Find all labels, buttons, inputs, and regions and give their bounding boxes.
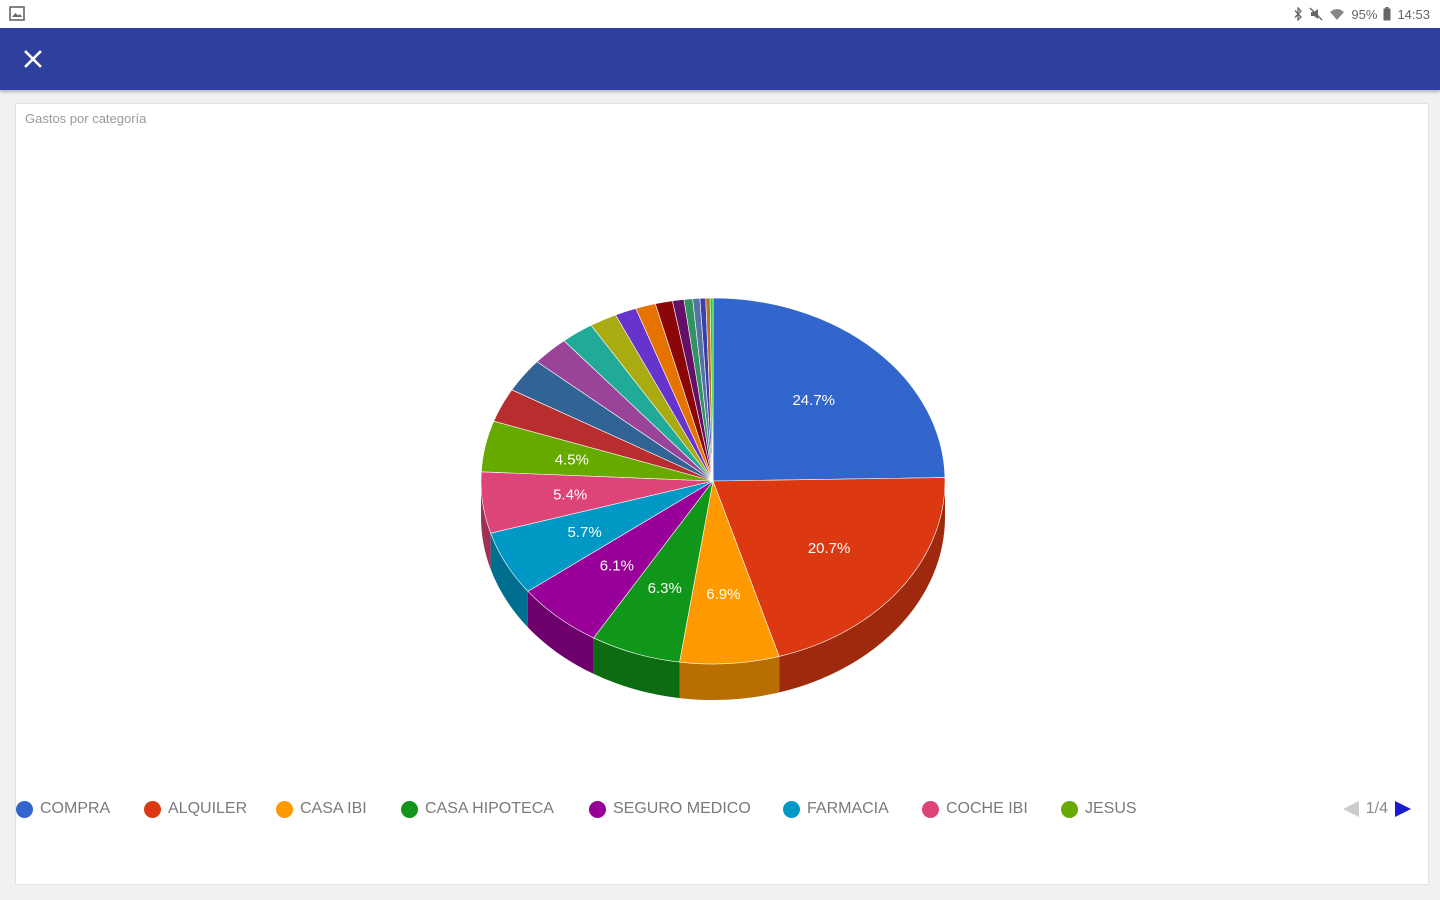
mute-icon [1309,7,1323,21]
pie-slice-side-4 [527,591,594,674]
legend-item[interactable]: CASA IBI [276,800,367,818]
pie-slice-label-3: 6.3% [648,580,682,597]
legend-item-label: COMPRA [40,800,111,817]
close-icon [24,50,42,68]
pie-side-walls [481,481,945,700]
chart-legend: COMPRA ALQUILER CASA IBI CASA HIPOTECA SEGUR… [16,800,1428,824]
pie-slice-1[interactable] [712,477,946,657]
legend-page-indicator: 1/4 [1365,800,1388,817]
close-button[interactable] [14,40,52,78]
legend-item[interactable]: COMPRA [16,800,110,818]
legend-color-dot [922,800,939,818]
pie-slice-label-0: 24.7% [792,392,835,409]
legend-item[interactable]: JESUS [1061,800,1137,818]
legend-color-dot [1061,800,1078,818]
legend-item[interactable]: ALQUILER [144,800,247,818]
legend-item-label: CASA HIPOTECA [425,800,554,817]
pie-slice-side-1 [779,481,945,693]
pie-top-faces [480,297,946,665]
pie-slice-side-2 [679,656,780,700]
legend-pager: 1/4 [1342,800,1412,818]
legend-prev-page-button[interactable] [1342,801,1360,817]
legend-color-dot [783,800,800,818]
pie-slice-label-5: 5.7% [568,524,602,541]
legend-item-label: JESUS [1085,800,1137,817]
battery-icon [1383,7,1391,21]
status-icons: 95% 14:53 [1293,5,1430,23]
pie-slice-side-3 [593,637,680,699]
pie-slice-label-2: 6.9% [706,586,740,603]
legend-item-label: SEGURO MEDICO [613,800,751,817]
pie-slice-label-4: 6.1% [600,557,634,574]
pie-slice-label-1: 20.7% [808,540,851,557]
legend-color-dot [144,800,161,818]
pie-slice-side-6 [481,481,491,570]
legend-item-label: COCHE IBI [946,800,1028,817]
chart-title: Gastos por categoría [25,111,147,126]
bluetooth-icon [1294,7,1303,21]
battery-percent: 95% [1351,6,1378,22]
legend-next-page-button[interactable] [1394,801,1412,817]
app-bar [0,28,1440,90]
legend-color-dot [16,800,33,818]
pie-slice-side-5 [490,533,528,628]
status-bar: 95% 14:53 [0,0,1440,28]
pie-chart: 24.7% 20.7% 6.9% 6.3% 6.1% 5.7% 5.4% 4.5% [480,297,946,700]
pie-slice-label-6: 5.4% [553,487,587,504]
screenshot-notification-icon [9,6,25,21]
wifi-icon [1330,8,1345,20]
legend-color-dot [589,800,606,818]
legend-item[interactable]: FARMACIA [783,800,889,818]
legend-item-label: ALQUILER [168,800,248,817]
legend-item[interactable]: SEGURO MEDICO [589,800,751,818]
legend-item[interactable]: COCHE IBI [922,800,1028,818]
legend-item-label: FARMACIA [807,800,889,817]
legend-color-dot [276,800,293,818]
pie-slice-label-7: 4.5% [555,451,589,468]
pie-slice-0[interactable] [712,297,946,482]
legend-item[interactable]: CASA HIPOTECA [401,800,554,818]
pie-slice-21[interactable] [709,297,714,482]
legend-color-dot [401,800,418,818]
legend-item-label: CASA IBI [300,800,367,817]
clock-time: 14:53 [1397,6,1430,22]
chart-card: Gastos por categoría 24.7% 20.7% 6.9% 6.3% 6… [15,103,1429,885]
pie-labels: 24.7% 20.7% 6.9% 6.3% 6.1% 5.7% 5.4% 4.5% [553,392,850,603]
